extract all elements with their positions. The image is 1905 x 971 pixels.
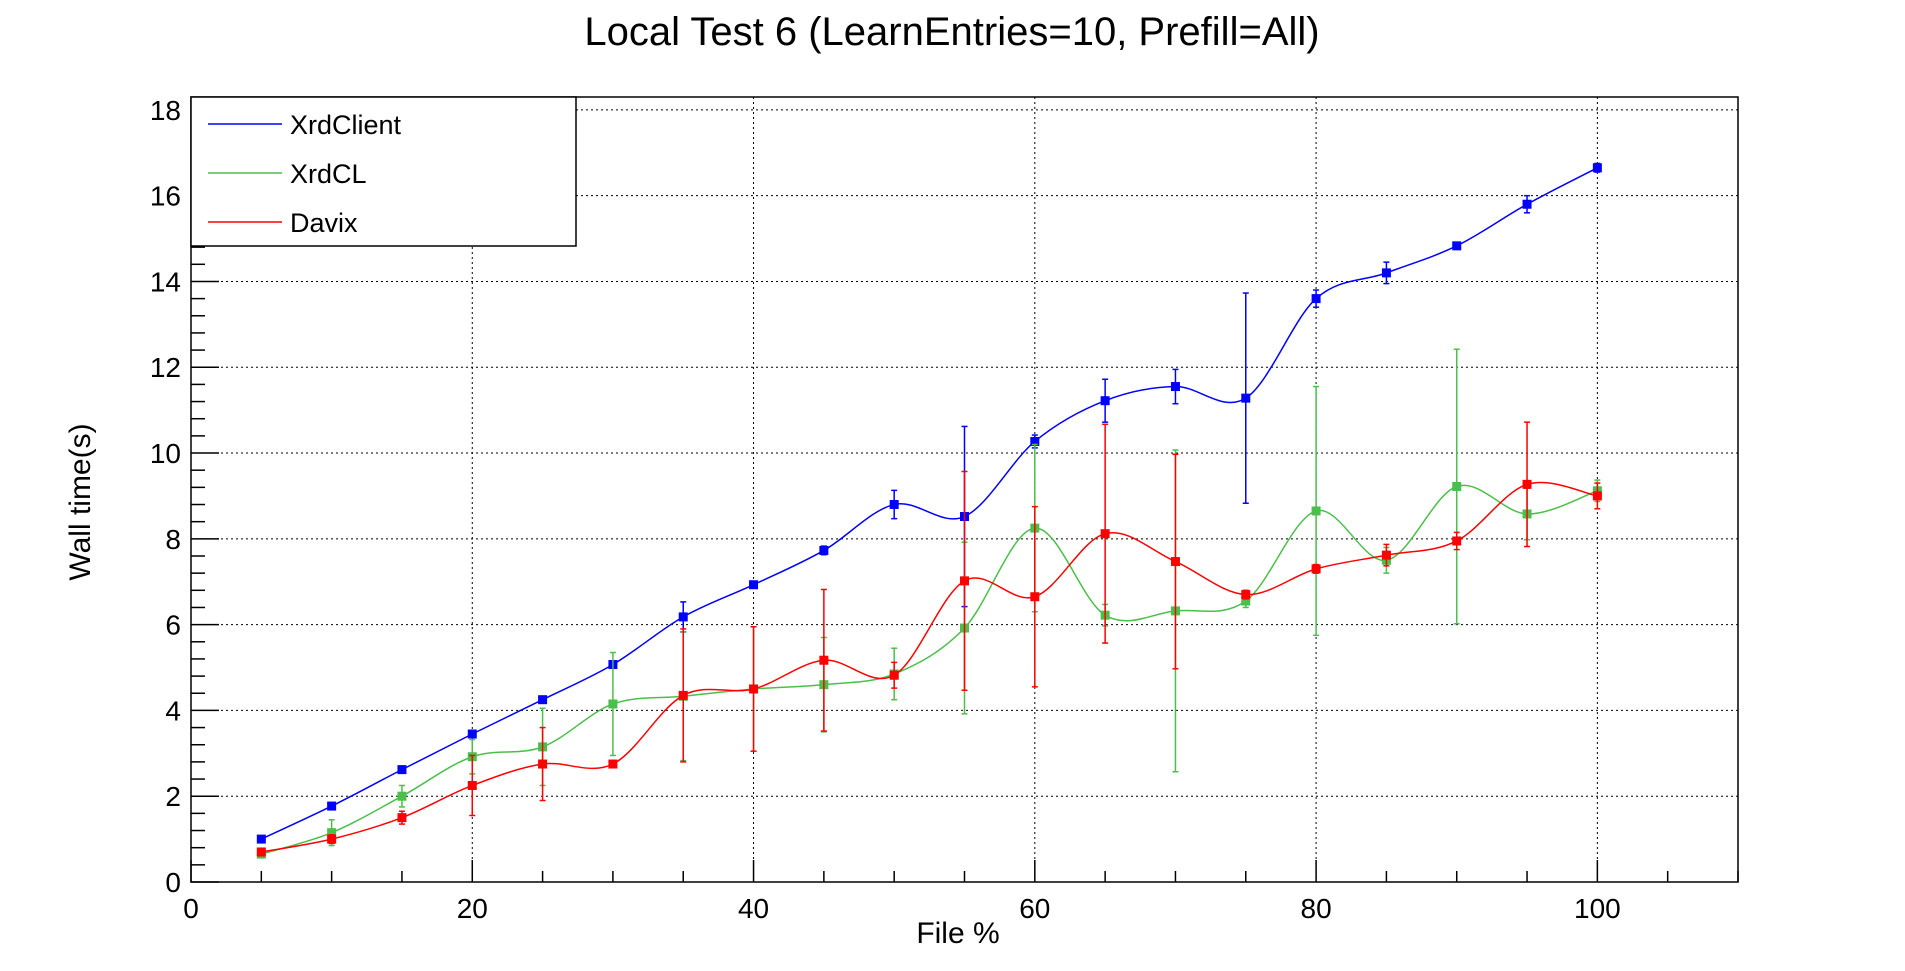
chart-title: Local Test 6 (LearnEntries=10, Prefill=A… — [584, 10, 1319, 54]
series-xrdclient — [256, 162, 1602, 844]
data-point — [1592, 491, 1602, 501]
series-line — [261, 481, 1598, 853]
data-point — [327, 834, 337, 844]
data-point — [1381, 550, 1391, 560]
y-tick-label: 10 — [150, 438, 181, 469]
data-point — [819, 545, 829, 555]
y-tick-label: 14 — [150, 266, 181, 297]
legend-box — [190, 96, 577, 247]
data-point — [1592, 163, 1602, 173]
series-xrdcl — [256, 348, 1602, 859]
series-layer — [256, 162, 1602, 859]
data-point — [819, 655, 829, 665]
data-point — [1241, 590, 1251, 600]
data-point — [1452, 241, 1462, 251]
data-point — [1100, 396, 1110, 406]
data-point — [1241, 393, 1251, 403]
data-point — [256, 847, 266, 857]
y-tick-label: 0 — [165, 867, 181, 898]
x-tick-label: 40 — [738, 893, 769, 924]
series-line — [261, 484, 1598, 855]
data-point — [749, 684, 759, 694]
data-point — [1311, 294, 1321, 304]
data-point — [889, 670, 899, 680]
x-tick-label: 20 — [457, 893, 488, 924]
y-axis-label: Wall time(s) — [64, 423, 97, 580]
data-point — [749, 580, 759, 590]
data-point — [1311, 506, 1321, 516]
data-point — [256, 834, 266, 844]
data-point — [397, 765, 407, 775]
data-point — [1452, 481, 1462, 491]
x-tick-label: 60 — [1019, 893, 1050, 924]
legend: XrdClient XrdCL Davix — [190, 96, 577, 247]
data-point — [538, 759, 548, 769]
data-point — [327, 828, 337, 838]
data-point — [467, 780, 477, 790]
y-tick-label: 6 — [165, 610, 181, 641]
data-point — [1241, 596, 1251, 606]
y-tick-label: 12 — [150, 352, 181, 383]
data-point — [1522, 479, 1532, 489]
y-tick-label: 18 — [150, 95, 181, 126]
y-tick-label: 16 — [150, 181, 181, 212]
data-point — [538, 695, 548, 705]
data-point — [1170, 382, 1180, 392]
x-tick-label: 0 — [183, 893, 199, 924]
plot-frame — [190, 96, 1739, 883]
data-point — [608, 759, 618, 769]
data-point — [327, 801, 337, 811]
data-point — [889, 500, 899, 510]
legend-items: XrdClient XrdCL Davix — [208, 110, 402, 238]
data-point — [1170, 557, 1180, 567]
data-point — [1030, 436, 1040, 446]
legend-label-xrdcl: XrdCL — [290, 159, 367, 189]
data-point — [1452, 536, 1462, 546]
data-point — [397, 791, 407, 801]
data-point — [678, 690, 688, 700]
data-point — [1030, 592, 1040, 602]
data-point — [1522, 199, 1532, 209]
data-point — [678, 612, 688, 622]
x-tick-label: 100 — [1574, 893, 1621, 924]
data-point — [1311, 564, 1321, 574]
data-point — [397, 813, 407, 823]
legend-label-xrdclient: XrdClient — [290, 110, 402, 140]
series-line — [260, 167, 1598, 840]
x-tick-label: 80 — [1301, 893, 1332, 924]
data-point — [608, 699, 618, 709]
legend-label-davix: Davix — [290, 208, 358, 238]
data-point — [1381, 268, 1391, 278]
data-point — [467, 729, 477, 739]
data-point — [960, 576, 969, 586]
y-tick-label: 8 — [165, 524, 181, 555]
x-axis-label: File % — [916, 917, 999, 950]
y-tick-label: 2 — [165, 781, 181, 812]
series-davix — [256, 421, 1602, 857]
axes: 0 20 40 60 80 100 0 2 4 6 8 10 12 14 16 18 — [150, 95, 1739, 924]
y-tick-label: 4 — [165, 695, 181, 726]
data-point — [1100, 529, 1110, 539]
